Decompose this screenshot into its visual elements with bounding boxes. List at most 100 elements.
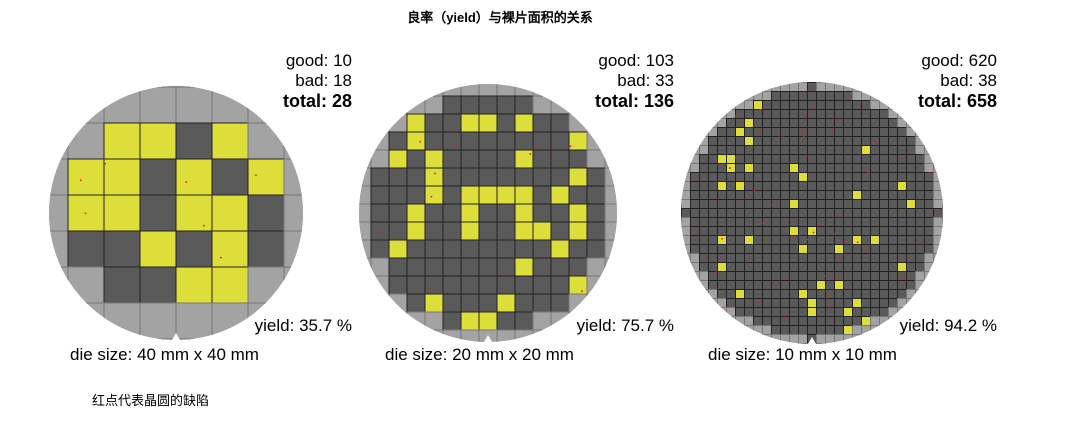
die bbox=[807, 217, 817, 227]
die bbox=[388, 257, 408, 277]
die bbox=[514, 221, 534, 241]
die bbox=[834, 172, 844, 182]
die bbox=[825, 325, 835, 335]
die bbox=[550, 239, 570, 259]
die bbox=[735, 163, 745, 173]
die bbox=[825, 163, 835, 173]
die bbox=[762, 136, 772, 146]
defect bbox=[551, 148, 553, 150]
title: 良率（yield）与裸片面积的关系 bbox=[407, 10, 593, 25]
die bbox=[897, 109, 907, 119]
die bbox=[780, 316, 790, 326]
die bbox=[568, 185, 588, 205]
die bbox=[514, 275, 534, 295]
die bbox=[744, 244, 754, 254]
die bbox=[211, 194, 249, 232]
die bbox=[708, 163, 718, 173]
defect bbox=[209, 250, 211, 252]
die-size: die size: 20 mm x 20 mm bbox=[385, 345, 574, 364]
die bbox=[103, 122, 141, 160]
die bbox=[915, 172, 925, 182]
die bbox=[789, 154, 799, 164]
die bbox=[789, 91, 799, 101]
die bbox=[514, 149, 534, 169]
die bbox=[816, 244, 826, 254]
total-count: total: 136 bbox=[595, 91, 674, 111]
die bbox=[852, 154, 862, 164]
die bbox=[460, 311, 480, 331]
die bbox=[442, 185, 462, 205]
die bbox=[906, 118, 916, 128]
die bbox=[211, 302, 249, 340]
die bbox=[442, 149, 462, 169]
die bbox=[870, 235, 880, 245]
die bbox=[532, 221, 552, 241]
die bbox=[879, 307, 889, 317]
die bbox=[861, 208, 871, 218]
die bbox=[789, 118, 799, 128]
die bbox=[726, 190, 736, 200]
die bbox=[744, 208, 754, 218]
die bbox=[211, 122, 249, 160]
die bbox=[924, 217, 934, 227]
die bbox=[843, 235, 853, 245]
die bbox=[550, 167, 570, 187]
die bbox=[834, 280, 844, 290]
die bbox=[861, 91, 871, 101]
die bbox=[825, 181, 835, 191]
die bbox=[897, 271, 907, 281]
die bbox=[843, 208, 853, 218]
die bbox=[816, 154, 826, 164]
die bbox=[861, 298, 871, 308]
die bbox=[834, 118, 844, 128]
die bbox=[744, 325, 754, 335]
defect bbox=[795, 218, 797, 221]
defect bbox=[753, 189, 756, 192]
die bbox=[49, 194, 69, 232]
die bbox=[762, 91, 772, 101]
die bbox=[861, 226, 871, 236]
die bbox=[816, 109, 826, 119]
die bbox=[843, 262, 853, 272]
die bbox=[870, 280, 880, 290]
die bbox=[699, 127, 709, 137]
die bbox=[726, 154, 736, 164]
defect bbox=[828, 307, 831, 310]
die bbox=[816, 307, 826, 317]
die bbox=[690, 163, 700, 173]
die bbox=[67, 302, 105, 340]
die bbox=[852, 127, 862, 137]
die bbox=[139, 230, 177, 268]
die bbox=[843, 226, 853, 236]
die bbox=[825, 109, 835, 119]
die bbox=[175, 122, 213, 160]
die bbox=[532, 275, 552, 295]
die bbox=[762, 334, 772, 344]
die bbox=[843, 172, 853, 182]
die bbox=[550, 311, 570, 331]
die bbox=[852, 226, 862, 236]
die bbox=[861, 136, 871, 146]
die bbox=[807, 154, 817, 164]
die bbox=[915, 271, 925, 281]
die bbox=[771, 91, 781, 101]
die bbox=[789, 217, 799, 227]
defect bbox=[721, 237, 724, 240]
die bbox=[879, 280, 889, 290]
die bbox=[816, 82, 826, 92]
die bbox=[771, 208, 781, 218]
die bbox=[370, 293, 390, 313]
die bbox=[852, 100, 862, 110]
die bbox=[681, 244, 691, 254]
die bbox=[726, 172, 736, 182]
die bbox=[924, 253, 934, 263]
defect bbox=[787, 220, 789, 223]
die bbox=[726, 271, 736, 281]
defect bbox=[762, 221, 764, 224]
die bbox=[406, 149, 426, 169]
defect bbox=[806, 238, 809, 241]
die bbox=[762, 118, 772, 128]
die bbox=[771, 181, 781, 191]
die bbox=[807, 190, 817, 200]
die bbox=[888, 208, 898, 218]
